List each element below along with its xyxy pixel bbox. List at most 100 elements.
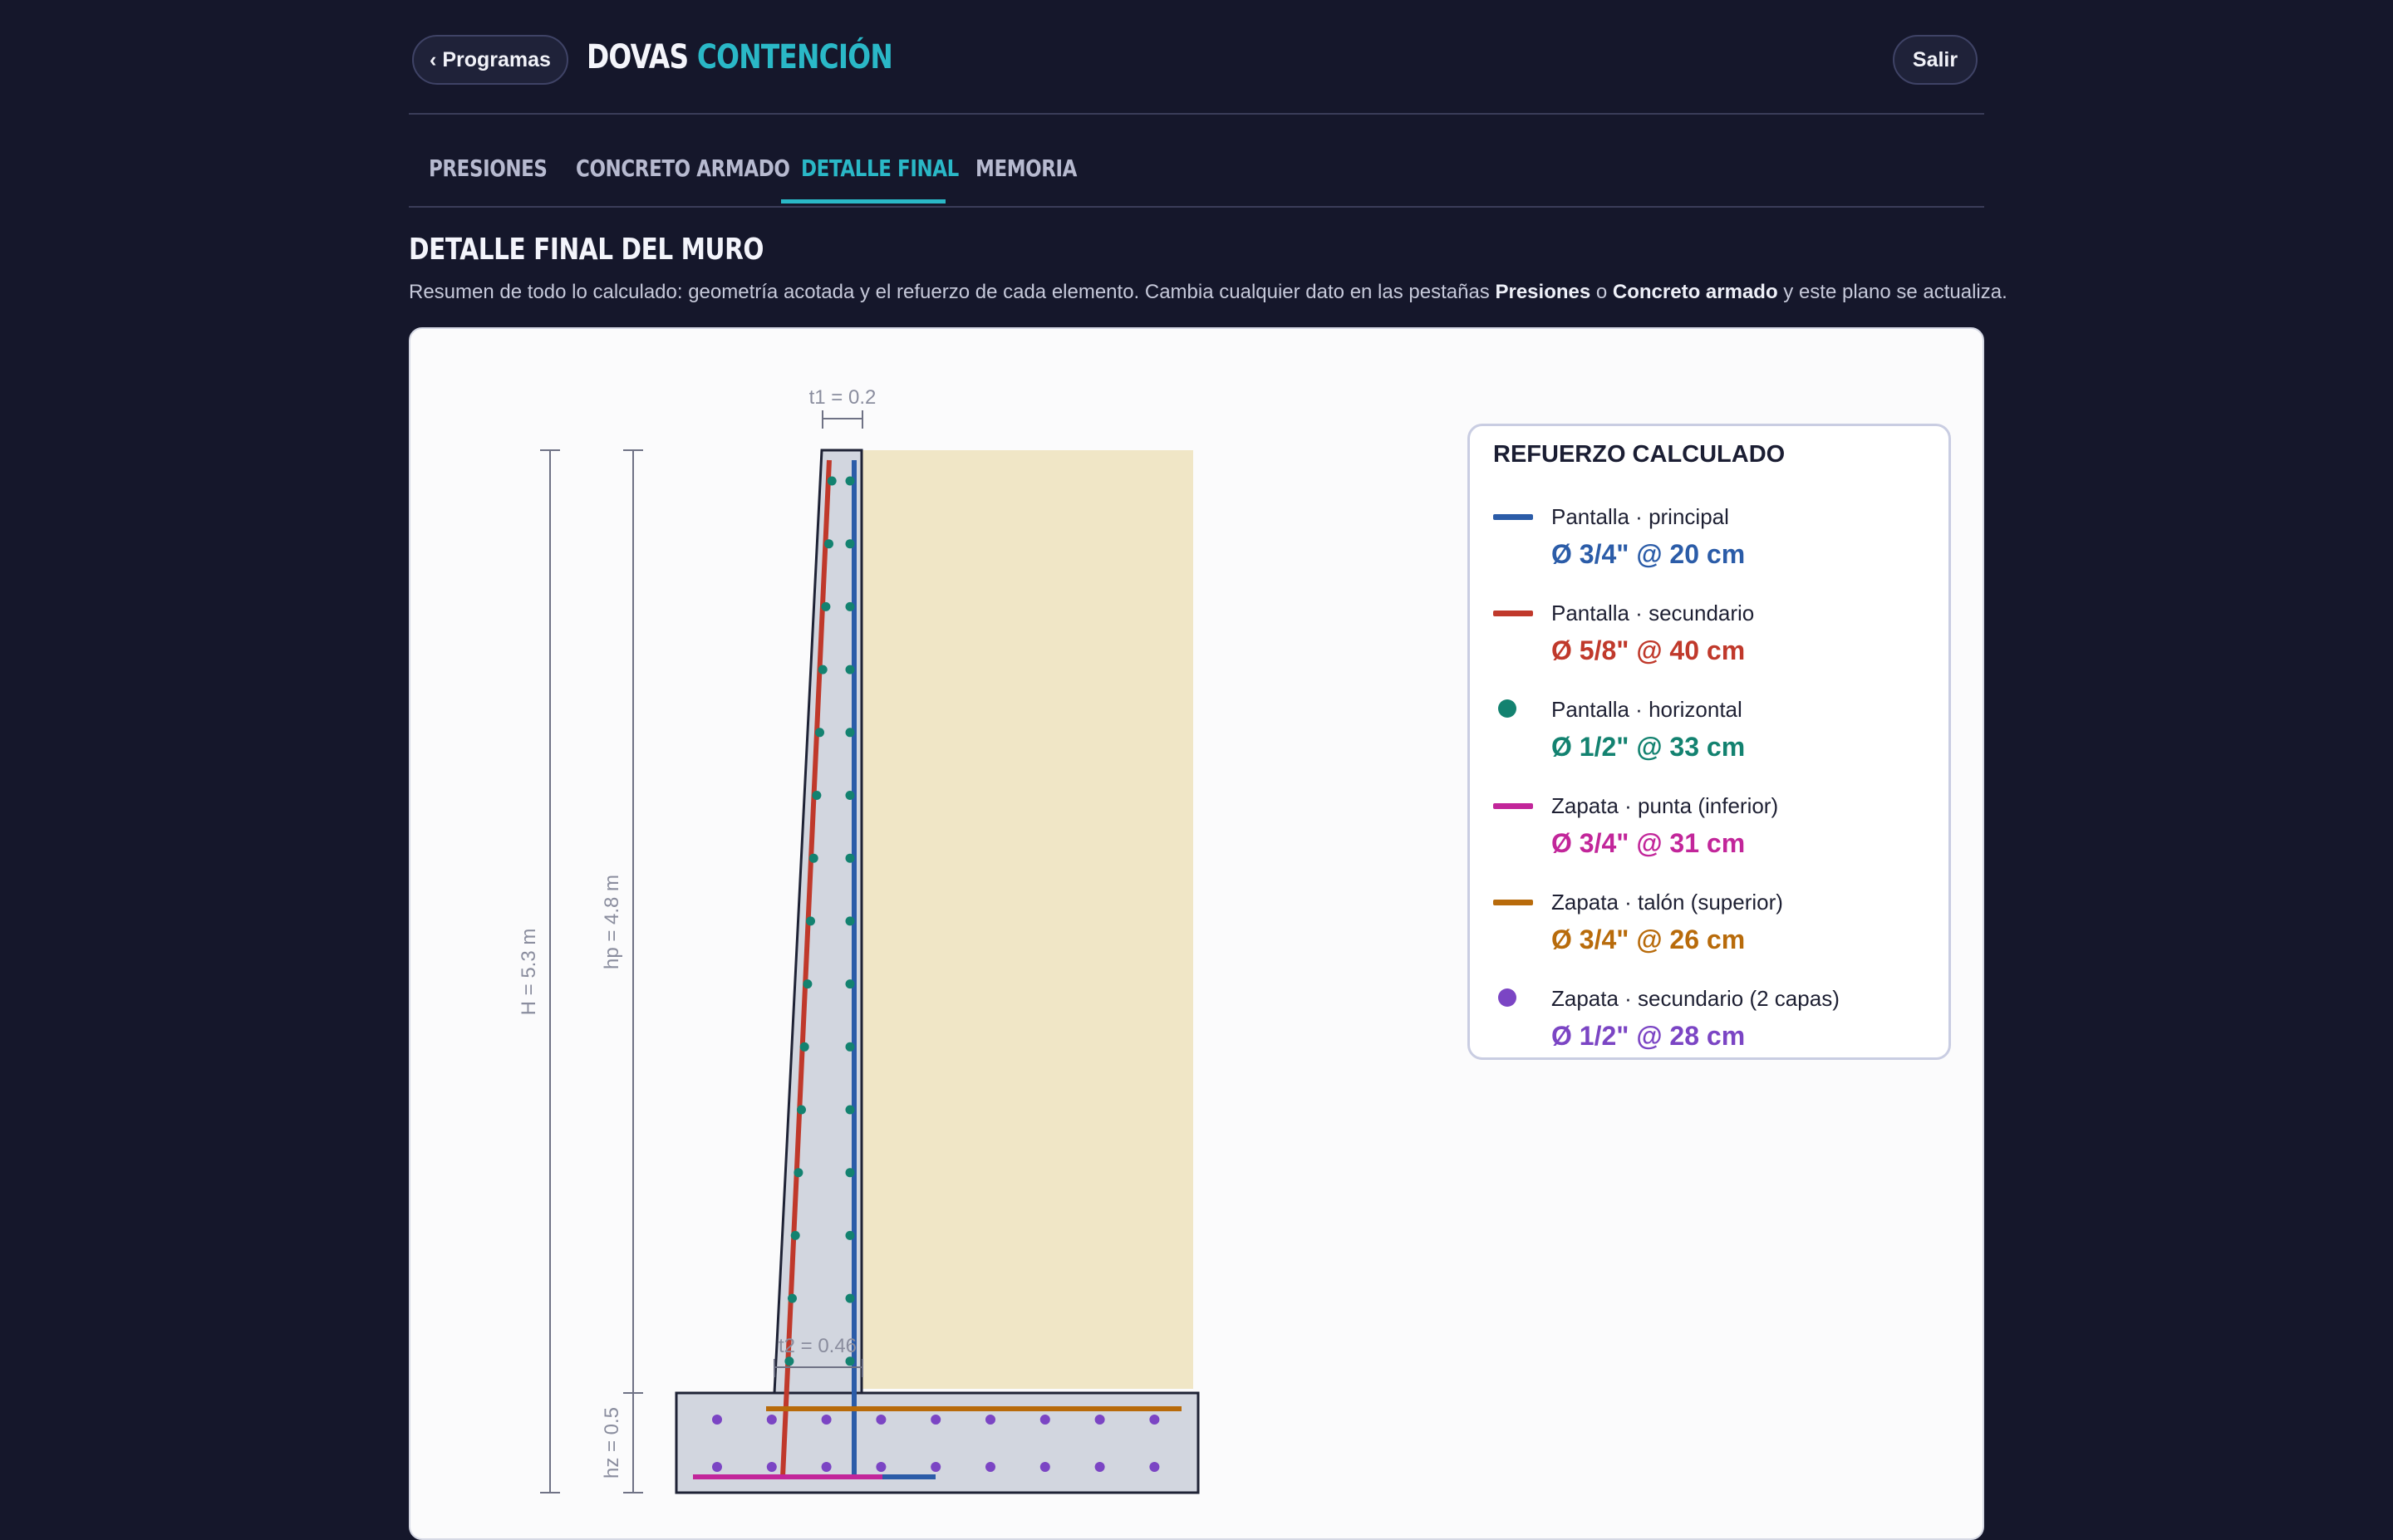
stem-horizontal-bar-dot xyxy=(788,1293,797,1303)
stem-horizontal-bar-dot xyxy=(845,791,855,800)
desc-prefix: Resumen de todo lo calculado: geometría … xyxy=(409,281,1496,303)
footing-secondary-bar-dot xyxy=(876,1415,887,1425)
stem-horizontal-bar-dot xyxy=(845,601,855,611)
desc-mid: o xyxy=(1590,281,1613,303)
dim-H xyxy=(540,449,560,1493)
stem-horizontal-bar-dot xyxy=(799,1042,809,1052)
stem-horizontal-bar-dot xyxy=(821,601,831,611)
backfill-soil xyxy=(862,450,1193,1389)
desc-link-concreto: Concreto armado xyxy=(1612,281,1778,303)
dim-t2-label: t2 = 0.46 xyxy=(779,1335,857,1357)
footing-secondary-bar-dot xyxy=(821,1462,832,1472)
stem-horizontal-bar-dot xyxy=(845,1168,855,1178)
tab-memoria[interactable]: MEMORIA xyxy=(975,154,1078,182)
legend-value: Ø 3/4" @ 20 cm xyxy=(1551,539,1746,569)
tab-bar: PRESIONES CONCRETO ARMADO DETALLE FINAL … xyxy=(409,143,1984,208)
legend-line-marker xyxy=(1493,900,1533,905)
footing-secondary-bar-dot xyxy=(766,1415,777,1425)
stem-horizontal-bar-dot xyxy=(827,476,837,486)
legend-item-heel-top: Zapata · talón (superior) Ø 3/4" @ 26 cm xyxy=(1493,878,1925,974)
header-divider xyxy=(409,113,1984,115)
legend-label: Zapata · secundario (2 capas) xyxy=(1551,986,1840,1011)
footing-secondary-bar-dot xyxy=(712,1415,722,1425)
legend-item-stem-secondary: Pantalla · secundario Ø 5/8" @ 40 cm xyxy=(1493,589,1925,685)
reinforcement-legend: REFUERZO CALCULADO Pantalla · principal … xyxy=(1467,424,1951,1060)
legend-item-footing-secondary: Zapata · secundario (2 capas) Ø 1/2" @ 2… xyxy=(1493,974,1925,1071)
legend-line-marker xyxy=(1493,514,1533,520)
footing-secondary-bar-dot xyxy=(1094,1462,1105,1472)
footing-secondary-bar-dot xyxy=(931,1462,941,1472)
stem-horizontal-bar-dot xyxy=(845,1042,855,1052)
tab-detalle-final[interactable]: DETALLE FINAL xyxy=(801,154,959,182)
top-bar: ‹ Programas DOVAS CONTENCIÓN Salir xyxy=(409,33,1983,113)
legend-label: Pantalla · principal xyxy=(1551,504,1729,529)
stem-horizontal-bar-dot xyxy=(845,1293,855,1303)
stem-horizontal-bar-dot xyxy=(812,791,822,800)
page-title: DETALLE FINAL DEL MURO xyxy=(409,233,764,267)
brand-product: CONTENCIÓN xyxy=(696,38,893,76)
desc-suffix: y este plano se actualiza. xyxy=(1777,281,2007,303)
stem-horizontal-bars xyxy=(784,476,855,1366)
legend-value: Ø 5/8" @ 40 cm xyxy=(1551,635,1746,665)
tabs-divider xyxy=(409,206,1984,208)
wall-detail-panel: t1 = 0.2 t2 = 0.46 H = 5.3 m hp = 4.8 m … xyxy=(409,327,1984,1540)
dim-hp-label: hp = 4.8 m xyxy=(601,875,623,969)
stem-horizontal-bar-dot xyxy=(845,916,855,926)
app-brand: DOVAS CONTENCIÓN xyxy=(587,38,893,76)
desc-link-presiones: Presiones xyxy=(1495,281,1591,303)
legend-value: Ø 3/4" @ 26 cm xyxy=(1551,924,1746,954)
active-tab-indicator xyxy=(781,199,946,204)
stem-horizontal-bar-dot xyxy=(794,1168,803,1178)
back-to-programs-button[interactable]: ‹ Programas xyxy=(412,35,568,85)
stem-horizontal-bar-dot xyxy=(790,1230,800,1240)
legend-title: REFUERZO CALCULADO xyxy=(1493,441,1786,468)
legend-dot-marker xyxy=(1498,988,1516,1007)
dim-hz xyxy=(623,1393,643,1493)
legend-value: Ø 1/2" @ 33 cm xyxy=(1551,732,1746,762)
tab-concreto-armado[interactable]: CONCRETO ARMADO xyxy=(576,154,790,182)
footing-secondary-bar-dot xyxy=(931,1415,941,1425)
stem-horizontal-bar-dot xyxy=(845,728,855,738)
footing-secondary-bar-dot xyxy=(1039,1415,1050,1425)
dim-t1 xyxy=(822,410,863,429)
legend-value: Ø 3/4" @ 31 cm xyxy=(1551,828,1746,858)
stem-horizontal-bar-dot xyxy=(797,1105,806,1115)
stem-horizontal-bar-dot xyxy=(808,853,818,863)
legend-line-marker xyxy=(1493,611,1533,616)
stem-horizontal-bar-dot xyxy=(845,665,855,674)
legend-line-marker xyxy=(1493,803,1533,809)
stem-horizontal-bar-dot xyxy=(824,539,833,549)
legend-item-toe-bottom: Zapata · punta (inferior) Ø 3/4" @ 31 cm xyxy=(1493,782,1925,878)
dim-t2 xyxy=(774,1359,863,1377)
footing-secondary-bar-dot xyxy=(1149,1415,1160,1425)
stem-horizontal-bar-dot xyxy=(845,476,855,486)
stem-horizontal-bar-dot xyxy=(845,539,855,549)
stem-horizontal-bar-dot xyxy=(845,1105,855,1115)
stem-secondary-bar xyxy=(780,459,832,1478)
dim-H-label: H = 5.3 m xyxy=(518,929,540,1016)
legend-label: Pantalla · secundario xyxy=(1551,601,1755,625)
dim-hp xyxy=(623,449,643,1394)
legend-item-stem-horizontal: Pantalla · horizontal Ø 1/2" @ 33 cm xyxy=(1493,685,1925,782)
footing-secondary-bar-dot xyxy=(985,1462,995,1472)
exit-button[interactable]: Salir xyxy=(1893,35,1978,85)
legend-item-stem-main: Pantalla · principal Ø 3/4" @ 20 cm xyxy=(1493,493,1925,589)
page-description: Resumen de todo lo calculado: geometría … xyxy=(409,281,2007,304)
tab-presiones[interactable]: PRESIONES xyxy=(429,154,548,182)
wall-drawing: t1 = 0.2 t2 = 0.46 H = 5.3 m hp = 4.8 m … xyxy=(518,386,1200,1494)
stem-horizontal-bar-dot xyxy=(845,1230,855,1240)
legend-label: Pantalla · horizontal xyxy=(1551,697,1742,722)
stem-horizontal-bar-dot xyxy=(815,728,824,738)
dim-t1-label: t1 = 0.2 xyxy=(809,386,877,409)
legend-dot-marker xyxy=(1498,699,1516,718)
footing-secondary-bars xyxy=(712,1415,1160,1472)
stem-horizontal-bar-dot xyxy=(845,979,855,989)
footing-secondary-bar-dot xyxy=(821,1415,832,1425)
legend-label: Zapata · punta (inferior) xyxy=(1551,793,1779,818)
footing-secondary-bar-dot xyxy=(876,1462,887,1472)
stem-horizontal-bar-dot xyxy=(784,1356,794,1366)
stem-horizontal-bar-dot xyxy=(803,979,813,989)
stem-horizontal-bar-dot xyxy=(818,665,828,674)
footing-secondary-bar-dot xyxy=(766,1462,777,1472)
footing-secondary-bar-dot xyxy=(712,1462,722,1472)
